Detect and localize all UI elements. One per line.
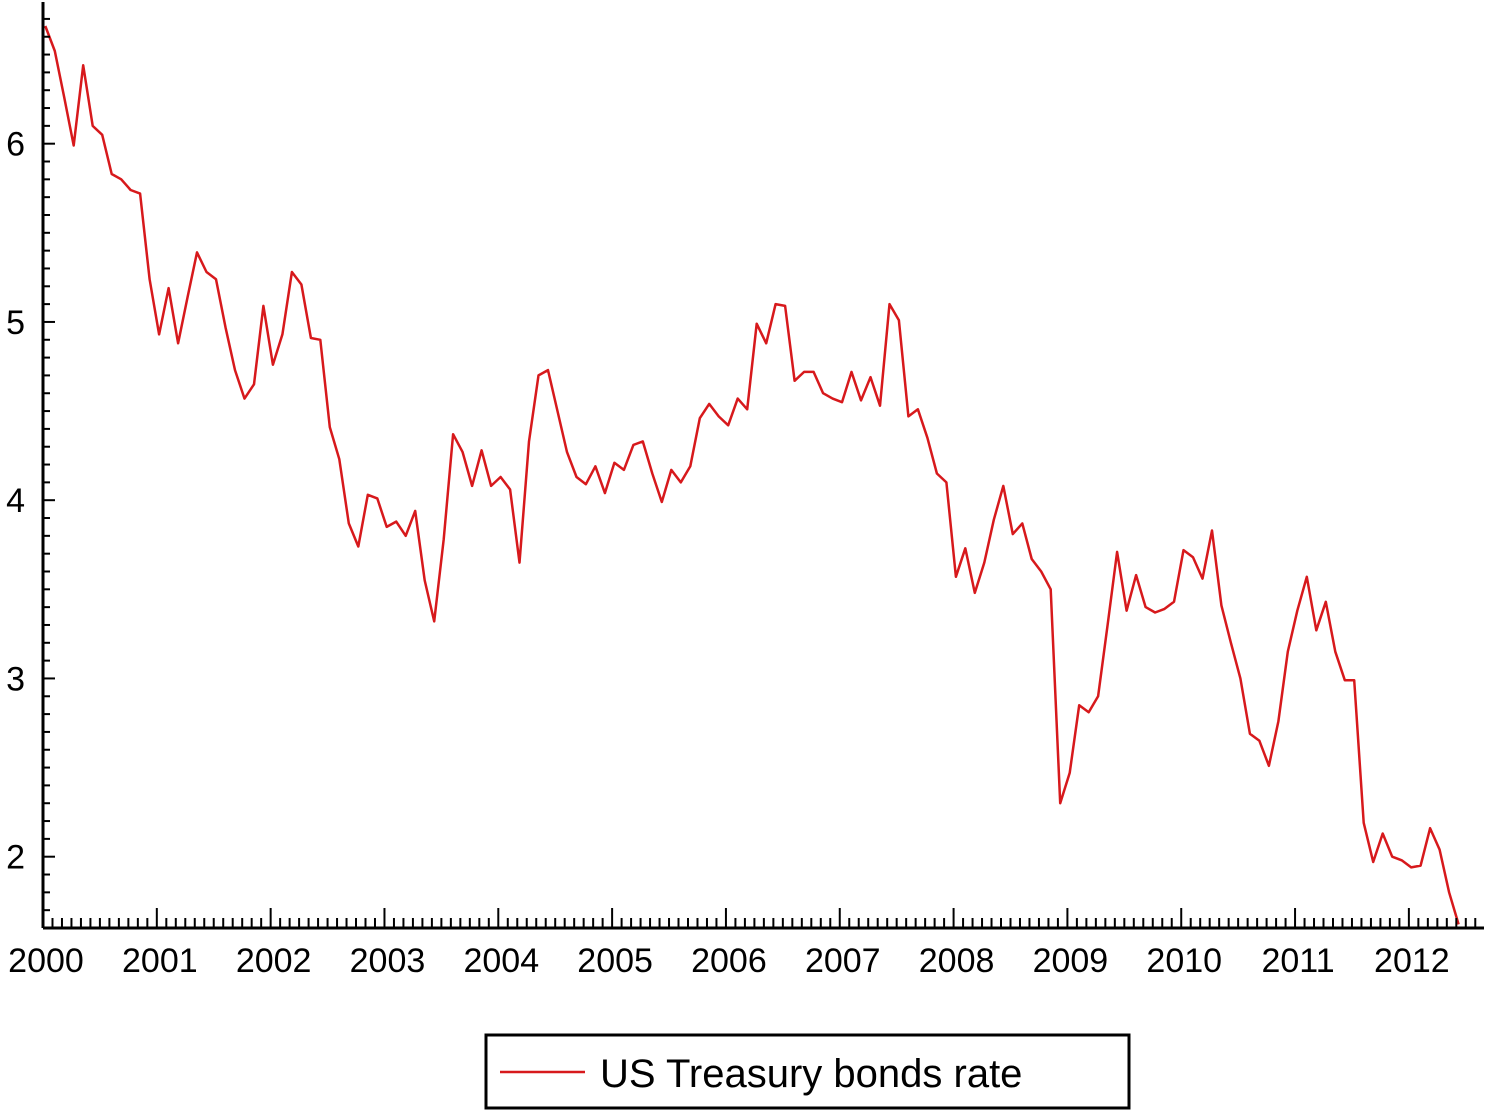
series-line-us-treasury-bonds-rate [44, 25, 1460, 925]
x-tick-label: 2011 [1261, 942, 1334, 980]
legend-box [484, 1033, 1131, 1110]
y-tick-label: 6 [6, 126, 25, 164]
x-tick-label: 2003 [350, 942, 426, 980]
plot-area [44, 25, 1460, 925]
y-tick-label: 3 [6, 660, 25, 698]
x-tick-label: 2004 [463, 942, 539, 980]
x-tick-label: 2002 [236, 942, 312, 980]
y-tick-label: 4 [6, 482, 25, 520]
y-tick-label: 2 [6, 839, 25, 877]
x-tick-label: 2006 [691, 942, 767, 980]
y-tick-label: 5 [6, 304, 25, 342]
axes: 2 3 4 5 6 2000 2001 2002 2003 2004 2005 2006 2007 200… [6, 2, 1484, 980]
x-tick-label: 2009 [1033, 942, 1109, 980]
x-tick-label: 2005 [577, 942, 653, 980]
x-tick-label: 2007 [805, 942, 881, 980]
x-tick-label: 2012 [1374, 942, 1450, 980]
x-tick-label: 2000 [8, 942, 84, 980]
x-tick-label: 2008 [919, 942, 995, 980]
x-tick-label: 2001 [122, 942, 198, 980]
x-tick-label: 2010 [1146, 942, 1222, 980]
legend-label: US Treasury bonds rate [600, 1052, 1022, 1096]
legend: US Treasury bonds rate [484, 1033, 1131, 1110]
